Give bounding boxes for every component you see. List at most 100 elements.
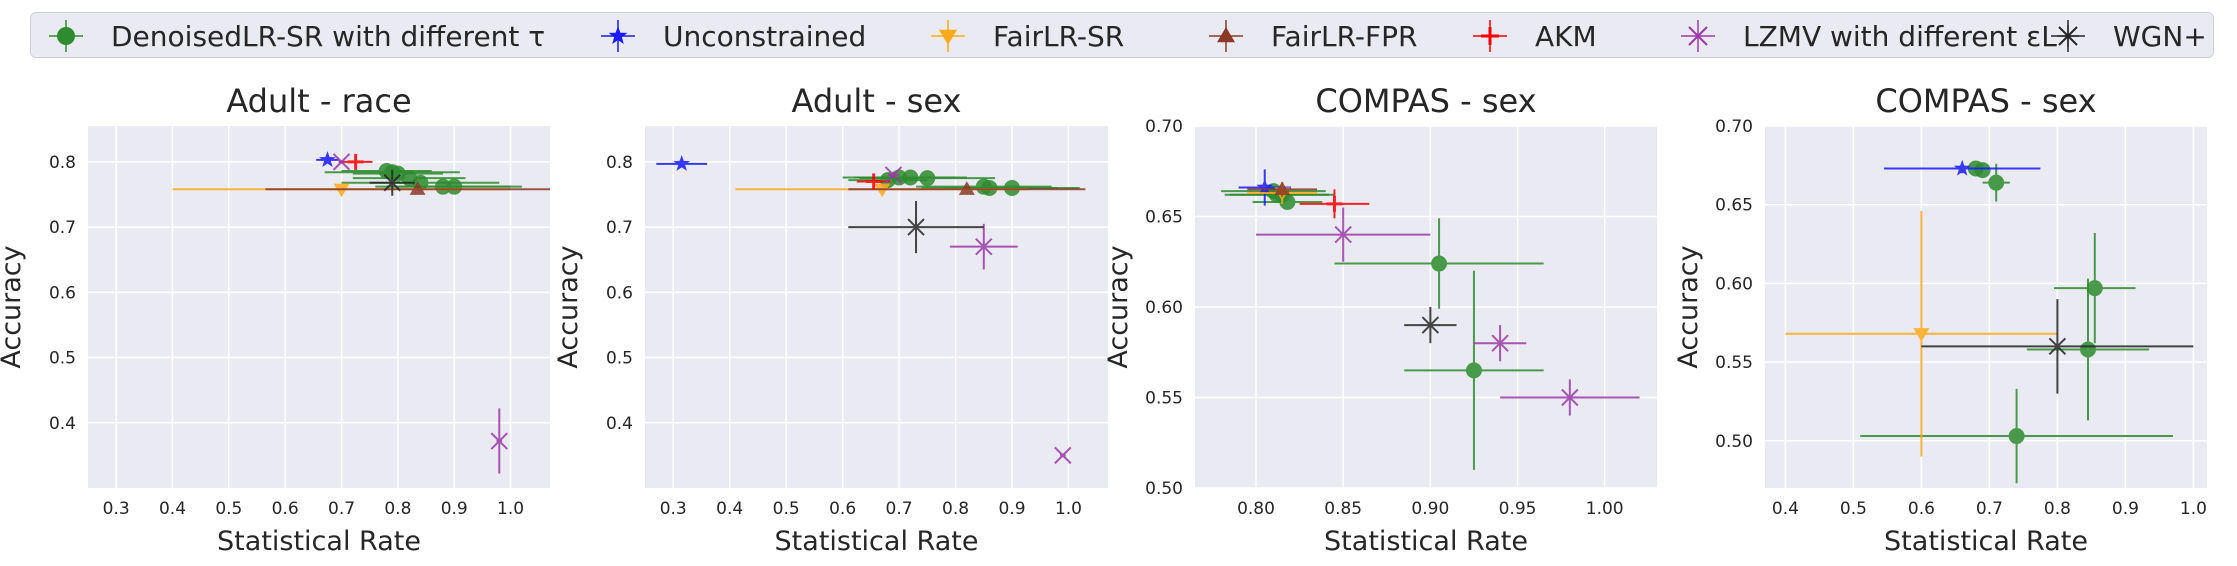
- x-tick-label: 0.3: [103, 499, 130, 519]
- legend-label: AKM: [1535, 20, 1597, 53]
- plot-area: [1765, 126, 2207, 488]
- data-point: [1256, 207, 1431, 262]
- data-point: [1974, 162, 1991, 179]
- x-tick-label: 1.0: [497, 499, 524, 519]
- marker-circle: [1974, 162, 1991, 179]
- y-tick-label: 0.4: [606, 414, 633, 434]
- marker-star: [1953, 159, 1971, 176]
- x-axis-label: Statistical Rate: [1324, 526, 1528, 557]
- legend-items: DenoisedLR-SR with different τ Unconstrai…: [49, 20, 2207, 53]
- y-tick-label: 0.6: [49, 283, 76, 303]
- x-tick-label: 0.6: [272, 499, 299, 519]
- data-point: [656, 155, 708, 171]
- legend-item: FairLR-FPR: [1209, 20, 1417, 53]
- marker-triangle-up: [1217, 27, 1235, 43]
- y-tick-label: 0.60: [1715, 274, 1753, 294]
- x-tick-label: 0.3: [660, 499, 687, 519]
- marker-x-b: [1561, 388, 1579, 407]
- y-tick-label: 0.50: [1145, 479, 1183, 499]
- y-tick-label: 0.55: [1715, 353, 1753, 373]
- data-point: [859, 170, 996, 187]
- chart-title: COMPAS - sex: [1315, 82, 1536, 120]
- x-tick-label: 0.85: [1324, 499, 1362, 519]
- data-point: [316, 151, 339, 167]
- y-axis-label: Accuracy: [553, 245, 584, 368]
- legend-item: FairLR-SR: [931, 20, 1124, 53]
- legend-label: LZMV with different εL: [1743, 20, 2057, 53]
- plot-area: [88, 126, 550, 488]
- marker-circle: [1431, 255, 1448, 272]
- x-tick-label: 0.8: [384, 499, 411, 519]
- marker-triangle-up: [409, 181, 426, 195]
- marker-x-b: [1334, 225, 1352, 244]
- marker-triangle-down: [939, 29, 957, 45]
- y-tick-label: 0.4: [49, 414, 76, 434]
- data-layer: [1221, 169, 1640, 470]
- x-tick-label: 0.4: [159, 499, 186, 519]
- y-tick-label: 0.7: [606, 218, 633, 238]
- y-tick-label: 0.70: [1715, 117, 1753, 137]
- y-axis-label: Accuracy: [1103, 245, 1134, 368]
- x-tick-label: 0.5: [773, 499, 800, 519]
- marker-star: [1256, 178, 1274, 195]
- x-tick-label: 1.00: [1586, 499, 1624, 519]
- marker-triangle-up: [958, 181, 975, 195]
- marker-circle: [2086, 280, 2103, 297]
- data-point: [848, 181, 1086, 195]
- legend-label: WGN+: [2113, 20, 2207, 53]
- data-layer: [656, 155, 1086, 465]
- data-point: [1247, 181, 1318, 197]
- marker-triangle-down: [874, 183, 891, 198]
- marker-star: [673, 155, 691, 171]
- marker-triangle-down: [333, 183, 350, 198]
- data-point: [1500, 379, 1640, 416]
- data-point: [856, 173, 891, 190]
- y-tick-label: 0.6: [606, 283, 633, 303]
- chart-panel: 0.3 0.4 0.5 0.6 0.7 0.8 0.9 1.0 0.4 0.5 0.6 0.7 0.8 A…: [553, 82, 1108, 557]
- y-tick-label: 0.60: [1145, 298, 1183, 318]
- x-tick-label: 0.7: [1976, 499, 2003, 519]
- data-point: [369, 169, 415, 196]
- marker-circle: [57, 27, 75, 45]
- chart-title: COMPAS - sex: [1875, 82, 2096, 120]
- data-point: [490, 408, 508, 474]
- x-tick-label: 1.0: [2180, 499, 2207, 519]
- data-point: [1982, 163, 2010, 202]
- marker-circle: [446, 178, 463, 195]
- y-tick-label: 0.8: [49, 153, 76, 173]
- marker-x-b: [1054, 446, 1072, 465]
- y-tick-label: 0.7: [49, 218, 76, 238]
- data-point: [1884, 159, 2041, 176]
- y-tick-label: 0.70: [1145, 117, 1183, 137]
- data-point: [1921, 299, 2194, 394]
- x-tick-label: 0.9: [441, 499, 468, 519]
- marker-circle: [2008, 428, 2025, 445]
- marker-circle: [919, 170, 936, 187]
- x-axis-label: Statistical Rate: [217, 526, 421, 557]
- x-tick-label: 0.80: [1237, 499, 1275, 519]
- data-point: [1404, 307, 1457, 344]
- x-tick-label: 0.5: [1840, 499, 1867, 519]
- x-tick-label: 0.7: [886, 499, 913, 519]
- x-tick-label: 0.8: [942, 499, 969, 519]
- marker-x-b: [884, 166, 903, 184]
- data-point: [1054, 446, 1072, 465]
- chart-panel: 0.3 0.4 0.5 0.6 0.7 0.8 0.9 1.0 0.4 0.5 0.6 0.7 0.8 A…: [0, 82, 550, 557]
- y-tick-label: 0.55: [1145, 389, 1183, 409]
- data-point: [1334, 218, 1544, 309]
- data-layer: [172, 151, 550, 474]
- chart-title: Adult - race: [226, 82, 411, 120]
- y-axis-label: Accuracy: [0, 245, 27, 368]
- data-point: [848, 201, 984, 254]
- x-tick-label: 0.6: [1908, 499, 1935, 519]
- marker-circle: [1988, 174, 2005, 191]
- legend-label: FairLR-SR: [993, 20, 1124, 53]
- legend-label: DenoisedLR-SR with different τ: [111, 20, 545, 53]
- x-tick-label: 0.6: [829, 499, 856, 519]
- legend-item: WGN+: [2051, 20, 2207, 53]
- marker-x-b: [490, 432, 508, 450]
- marker-x-b: [332, 153, 351, 171]
- marker-x-b: [975, 237, 993, 256]
- chart-panel: 0.4 0.5 0.6 0.7 0.8 0.9 1.0 0.50 0.55 0.60 0.65 0.7…: [1673, 82, 2207, 557]
